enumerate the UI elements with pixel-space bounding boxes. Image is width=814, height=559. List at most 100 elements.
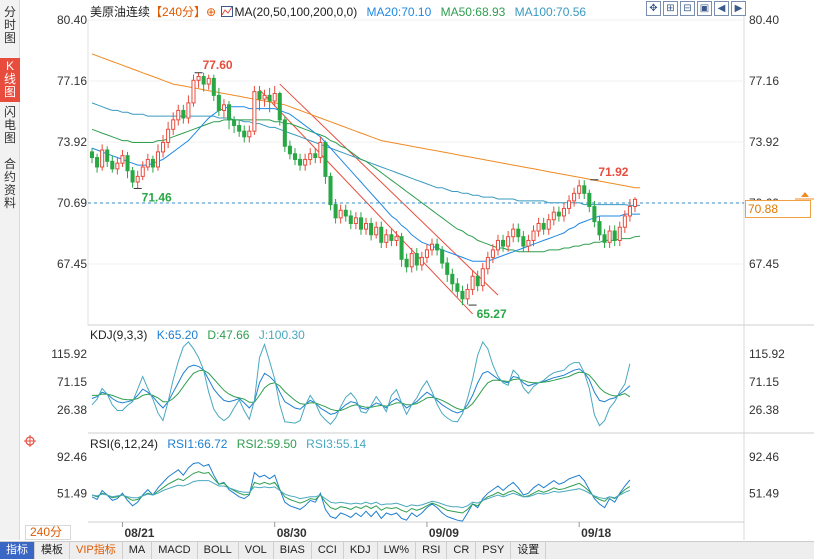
main-right-tick-4: 67.45 — [749, 257, 779, 271]
kdj-k-value: K:65.20 — [156, 328, 199, 342]
candle-104 — [617, 221, 622, 247]
candle-body-8 — [130, 170, 135, 183]
candle-78 — [485, 251, 490, 275]
candle-body-39 — [287, 145, 292, 155]
tab-kline-chart[interactable]: K线图 — [0, 58, 20, 102]
rsi-rsi1-line — [91, 462, 631, 522]
candle-body-30 — [242, 130, 247, 138]
ma-settings-icon[interactable] — [221, 6, 234, 17]
candle-67 — [429, 238, 435, 256]
ma50-line — [91, 119, 641, 253]
candle-body-11 — [145, 158, 150, 168]
zoom-out-icon[interactable]: ⊟ — [680, 1, 695, 16]
candle-body-78 — [485, 256, 490, 270]
candle-64 — [414, 247, 419, 271]
candle-body-21 — [196, 76, 201, 81]
candle-body-99 — [592, 206, 597, 223]
trend-line-upper — [259, 89, 473, 315]
candle-71 — [450, 268, 455, 292]
candle-body-7 — [125, 155, 130, 172]
rsi-rsi3-line — [91, 480, 631, 509]
indicator-tab-5[interactable]: BOLL — [198, 542, 239, 559]
period-selector-label: 240分 — [30, 525, 63, 539]
candle-40 — [292, 148, 298, 166]
indicator-tab-6[interactable]: VOL — [239, 542, 274, 559]
period-settings-icon[interactable]: ⊕ — [206, 5, 217, 19]
kdj-j-line — [91, 340, 631, 427]
candle-body-0 — [89, 151, 95, 159]
candle-body-94 — [567, 200, 572, 209]
candle-body-81 — [501, 239, 506, 247]
candle-56 — [374, 221, 379, 239]
right-icon[interactable]: ▶ — [731, 1, 746, 16]
candle-body-66 — [424, 249, 429, 258]
trend-line-lower — [279, 83, 499, 296]
candle-49 — [338, 204, 343, 224]
crosshair-icon[interactable] — [24, 435, 36, 447]
candle-0 — [89, 148, 95, 164]
tab-time-chart[interactable]: 分时图 — [3, 5, 16, 45]
zoom-in-icon[interactable]: ⊞ — [663, 1, 678, 16]
candle-body-26 — [221, 104, 226, 111]
candle-72 — [455, 278, 460, 297]
period-label: 【240分】 — [150, 5, 207, 19]
chart-canvas[interactable]: 80.4080.4077.1677.1673.9273.9270.6970.69… — [20, 0, 814, 540]
candle-61 — [399, 232, 404, 267]
candle-84 — [516, 223, 521, 243]
main-left-tick-4: 67.45 — [57, 257, 87, 271]
candle-body-89 — [541, 222, 546, 230]
candle-17 — [176, 104, 181, 126]
indicator-tab-12[interactable]: CR — [447, 542, 477, 559]
candle-21 — [196, 72, 201, 88]
rsi-legend: RSI(6,12,24) RSI1:66.72 RSI2:59.50 RSI3:… — [90, 437, 372, 451]
candle-10 — [140, 161, 145, 181]
period-selector[interactable]: 240分 ▼ — [25, 525, 71, 551]
indicator-tab-7[interactable]: BIAS — [274, 542, 312, 559]
candle-body-50 — [343, 209, 348, 217]
fit-icon[interactable]: ▣ — [697, 1, 712, 16]
candle-body-61 — [399, 236, 404, 260]
indicator-tab-9[interactable]: KDJ — [344, 542, 378, 559]
candle-28 — [232, 116, 237, 134]
rsi1-value: RSI1:66.72 — [167, 437, 228, 451]
candle-74 — [465, 283, 470, 305]
candle-body-3 — [105, 149, 110, 162]
candle-12 — [150, 155, 155, 173]
candle-body-34 — [262, 94, 267, 100]
candle-90 — [546, 214, 551, 235]
candle-52 — [353, 212, 358, 230]
indicator-tab-11[interactable]: RSI — [416, 542, 448, 559]
indicator-tab-8[interactable]: CCI — [312, 542, 344, 559]
candle-body-49 — [338, 209, 343, 219]
candle-body-76 — [475, 275, 480, 287]
indicator-tab-2[interactable]: VIP指标 — [70, 542, 123, 559]
indicator-tab-14[interactable]: 设置 — [511, 542, 547, 559]
left-icon[interactable]: ◀ — [714, 1, 729, 16]
indicator-tab-10[interactable]: LW% — [378, 542, 417, 559]
candle-41 — [298, 153, 303, 171]
tab-flash-chart[interactable]: 闪电图 — [3, 105, 16, 145]
candle-65 — [419, 251, 424, 271]
chart-area: 80.4080.4077.1677.1673.9273.9270.6970.69… — [20, 0, 814, 540]
indicator-tab-3[interactable]: MA — [123, 542, 153, 559]
main-legend: 美原油连续【240分】⊕ MA(20,50,100,200,0,0) MA20:… — [90, 3, 592, 20]
indicator-tab-13[interactable]: PSY — [476, 542, 512, 559]
kdj-right-tick-0: 115.92 — [749, 347, 785, 361]
candle-54 — [364, 217, 369, 235]
move-icon[interactable]: ✥ — [646, 1, 661, 16]
candle-25 — [216, 87, 221, 117]
candle-95 — [572, 187, 577, 207]
tab-contract-info[interactable]: 合约资料 — [3, 157, 16, 210]
indicator-tab-1[interactable]: 模板 — [35, 542, 70, 559]
candle-body-28 — [232, 119, 237, 127]
kdj-right-tick-1: 71.15 — [749, 375, 779, 389]
main-right-tick-0: 80.40 — [749, 13, 779, 27]
rsi-params: RSI(6,12,24) — [90, 437, 159, 451]
rsi-left-tick-0: 92.46 — [57, 450, 87, 464]
candle-body-22 — [201, 76, 206, 85]
candle-69 — [440, 246, 445, 269]
indicator-tab-0[interactable]: 指标 — [0, 542, 35, 559]
main-pane-border — [87, 19, 745, 326]
candle-83 — [511, 223, 516, 243]
indicator-tab-4[interactable]: MACD — [152, 542, 198, 559]
